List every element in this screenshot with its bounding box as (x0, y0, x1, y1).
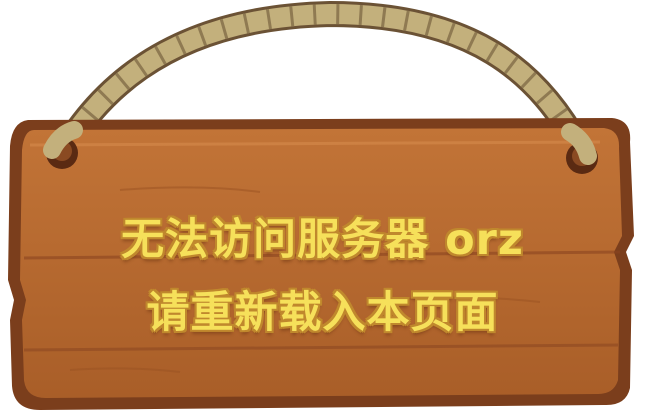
error-message-line1: 无法访问服务器 orz (121, 215, 524, 265)
rope-icon (49, 0, 596, 168)
sign-board-face (20, 128, 622, 398)
error-message-line2: 请重新载入本页面 (146, 288, 499, 338)
